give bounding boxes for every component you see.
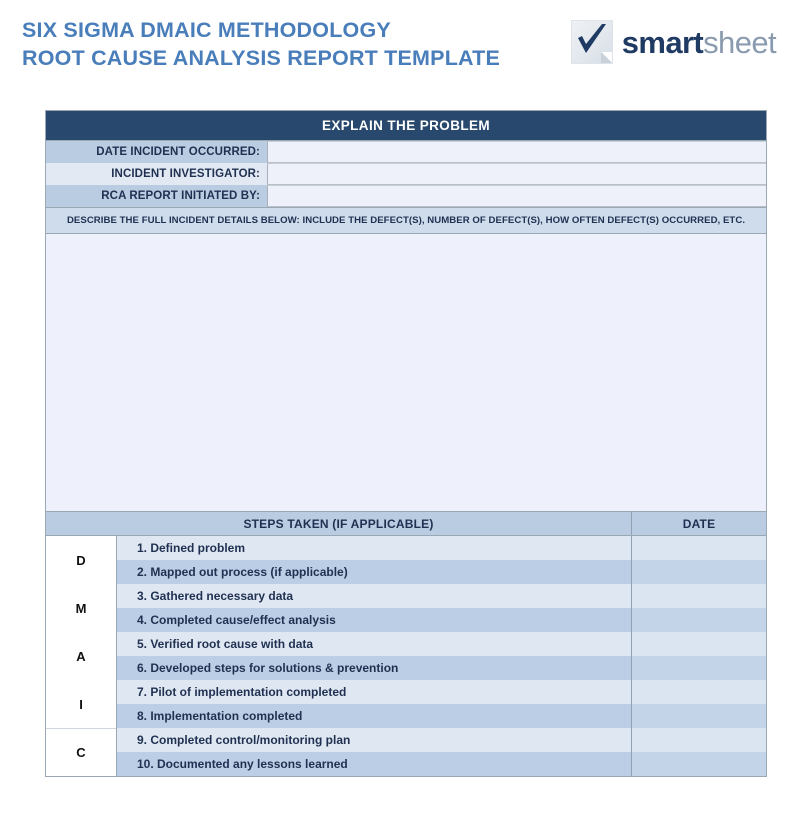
page-title-line-1: SIX SIGMA DMAIC METHODOLOGY	[22, 18, 391, 42]
checkmark-icon	[577, 24, 606, 53]
date-column-header: DATE	[631, 512, 766, 535]
table-row: 3. Gathered necessary data	[117, 584, 766, 608]
table-row: 6. Developed steps for solutions & preve…	[117, 656, 766, 680]
dmaic-phase-improve: I	[79, 696, 83, 712]
dmaic-phase-analyze: A	[76, 648, 86, 664]
step-date-input[interactable]	[631, 536, 766, 560]
table-row: 4. Completed cause/effect analysis	[117, 608, 766, 632]
logo-card-shape	[570, 20, 613, 64]
rca-report-sheet: EXPLAIN THE PROBLEM DATE INCIDENT OCCURR…	[45, 110, 767, 777]
logo-word-smart: smart	[621, 24, 704, 60]
step-label: 8. Implementation completed	[117, 704, 631, 728]
step-date-input[interactable]	[631, 632, 766, 656]
describe-instruction-row: DESCRIBE THE FULL INCIDENT DETAILS BELOW…	[46, 207, 766, 234]
table-row: 8. Implementation completed	[117, 704, 766, 728]
field-label-date-incident-occurred: DATE INCIDENT OCCURRED:	[46, 141, 267, 163]
table-row: 9. Completed control/monitoring plan	[117, 728, 766, 752]
section-header-explain-the-problem: EXPLAIN THE PROBLEM	[46, 111, 766, 141]
field-input-date-incident-occurred[interactable]	[267, 141, 766, 163]
table-row: 10. Documented any lessons learned	[117, 752, 766, 776]
table-row: 2. Mapped out process (if applicable)	[117, 560, 766, 584]
step-label: 6. Developed steps for solutions & preve…	[117, 656, 631, 680]
step-label: 3. Gathered necessary data	[117, 584, 631, 608]
smartsheet-logo: smartsheet	[570, 18, 777, 66]
table-row: 5. Verified root cause with data	[117, 632, 766, 656]
incident-details-textarea[interactable]	[46, 234, 766, 512]
page-header: SIX SIGMA DMAIC METHODOLOGY ROOT CAUSE A…	[0, 0, 800, 96]
dmaic-phase-column: D M A I C	[46, 536, 117, 776]
step-date-input[interactable]	[631, 584, 766, 608]
page-title: SIX SIGMA DMAIC METHODOLOGY ROOT CAUSE A…	[22, 16, 500, 73]
page-title-line-2: ROOT CAUSE ANALYSIS REPORT TEMPLATE	[22, 46, 501, 71]
field-row-rca-report-initiated-by: RCA REPORT INITIATED BY:	[46, 185, 766, 207]
field-row-date-incident-occurred: DATE INCIDENT OCCURRED:	[46, 141, 766, 163]
step-label: 5. Verified root cause with data	[117, 632, 631, 656]
field-row-incident-investigator: INCIDENT INVESTIGATOR:	[46, 163, 766, 185]
describe-instruction-text: DESCRIBE THE FULL INCIDENT DETAILS BELOW…	[66, 215, 746, 226]
step-label: 1. Defined problem	[117, 536, 631, 560]
step-date-input[interactable]	[631, 560, 766, 584]
step-label: 4. Completed cause/effect analysis	[117, 608, 631, 632]
dmaic-phase-define: D	[76, 552, 86, 568]
field-label-rca-report-initiated-by: RCA REPORT INITIATED BY:	[46, 185, 267, 207]
field-label-incident-investigator: INCIDENT INVESTIGATOR:	[46, 163, 267, 185]
steps-rows-column: 1. Defined problem 2. Mapped out process…	[117, 536, 766, 776]
dmaic-phase-measure: M	[75, 600, 87, 616]
step-label: 9. Completed control/monitoring plan	[117, 728, 631, 752]
table-row: 1. Defined problem	[117, 536, 766, 560]
step-label: 10. Documented any lessons learned	[117, 752, 631, 776]
step-date-input[interactable]	[631, 752, 766, 776]
step-date-input[interactable]	[631, 728, 766, 752]
step-label: 7. Pilot of implementation completed	[117, 680, 631, 704]
dmaic-phase-control: C	[46, 728, 116, 776]
field-input-rca-report-initiated-by[interactable]	[267, 185, 766, 207]
step-label: 2. Mapped out process (if applicable)	[117, 560, 631, 584]
field-input-incident-investigator[interactable]	[267, 163, 766, 185]
step-date-input[interactable]	[631, 704, 766, 728]
steps-table-header: STEPS TAKEN (IF APPLICABLE) DATE	[46, 512, 766, 536]
table-row: 7. Pilot of implementation completed	[117, 680, 766, 704]
logo-wordmark: smartsheet	[621, 24, 777, 60]
steps-table-body: D M A I C 1. Defined problem 2. Mapped o…	[46, 536, 766, 776]
step-date-input[interactable]	[631, 680, 766, 704]
step-date-input[interactable]	[631, 608, 766, 632]
logo-word-sheet: sheet	[703, 24, 776, 60]
step-date-input[interactable]	[631, 656, 766, 680]
steps-column-header: STEPS TAKEN (IF APPLICABLE)	[243, 516, 434, 531]
